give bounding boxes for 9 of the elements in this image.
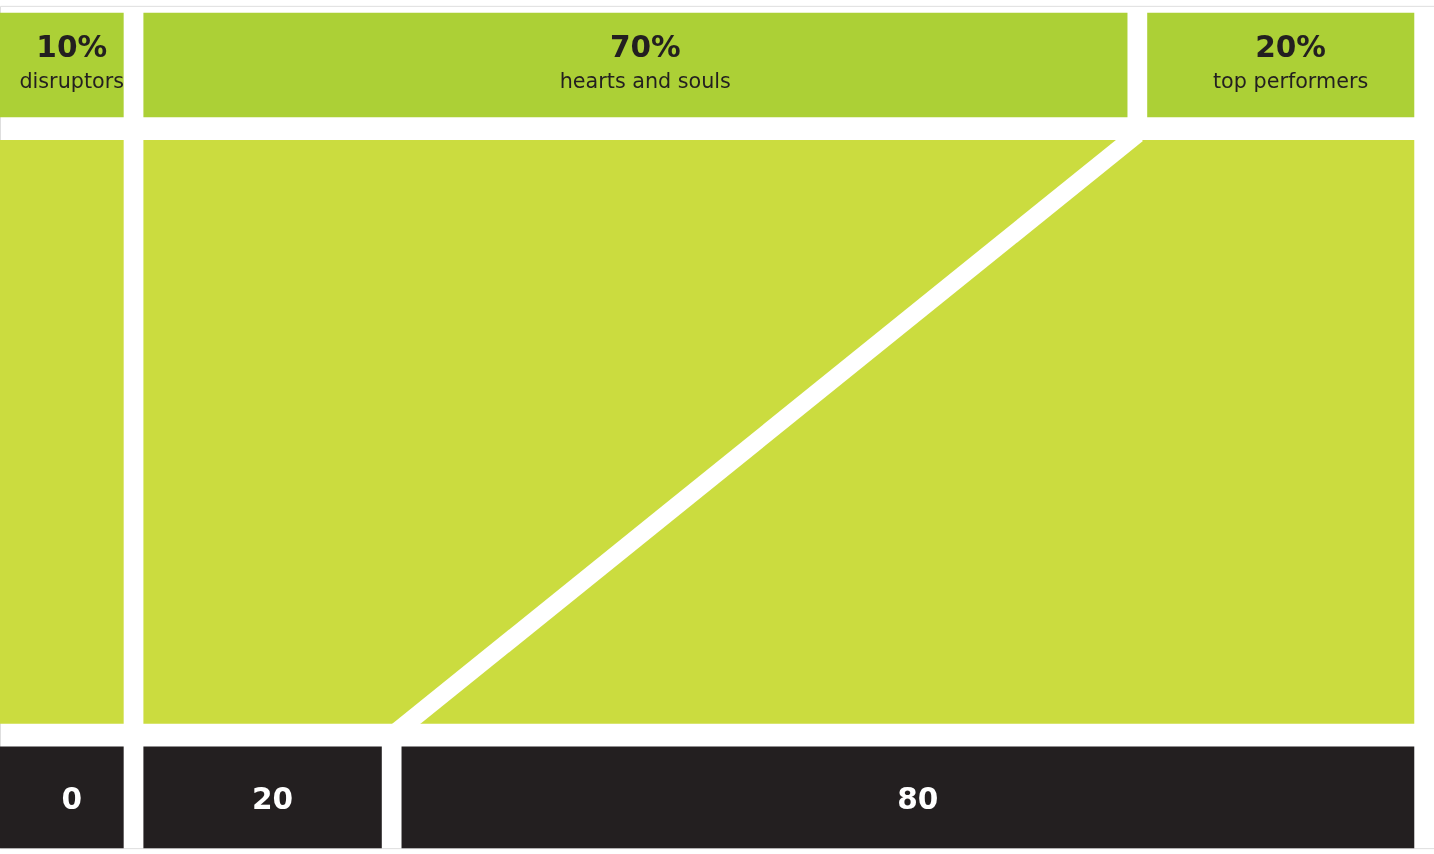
category-label: top performers [1213, 68, 1369, 93]
data-label: 70% [609, 30, 681, 65]
data-label: 10% [36, 30, 108, 65]
category-label: hearts and souls [559, 68, 731, 93]
data-label: 0 [61, 781, 82, 816]
data-label: 20% [1255, 30, 1326, 65]
data-label: 80 [897, 781, 939, 816]
data-label: 20 [251, 781, 294, 816]
category-label: disruptors [19, 68, 124, 93]
